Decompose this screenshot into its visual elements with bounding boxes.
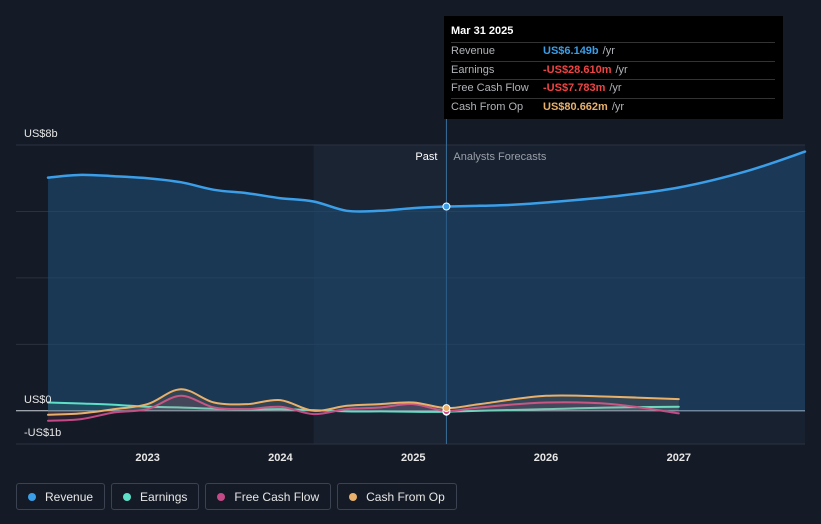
tooltip-value: US$80.662m	[543, 100, 608, 113]
free-cash-flow-line	[47, 394, 680, 422]
tooltip-label: Earnings	[451, 63, 495, 76]
tooltip-label: Free Cash Flow	[451, 82, 529, 94]
tooltip-unit: /yr	[615, 63, 628, 76]
legend-dot-icon	[28, 492, 36, 501]
x-tick-label: 2026	[534, 452, 558, 464]
tooltip-row-revenue: Revenue US$6.149b/yr	[451, 42, 775, 61]
tooltip-row-cash-from-op: Cash From Op US$80.662m/yr	[451, 97, 775, 117]
x-tick-label: 2024	[268, 452, 293, 464]
tooltip-row-earnings: Earnings -US$28.610m/yr	[451, 60, 775, 80]
chart-labels: US$8b US$0 -US$1b Past Analysts Forecasts 202…	[24, 128, 691, 464]
tooltip: Mar 31 2025 Revenue US$6.149b/yr Earnings -…	[444, 16, 783, 119]
cash-from-op-marker	[442, 404, 451, 413]
tooltip-unit: /yr	[609, 82, 622, 94]
x-tick-label: 2023	[135, 452, 159, 464]
legend-item-free-cash-flow[interactable]: Free Cash Flow	[205, 483, 332, 510]
legend-item-cash-from-op[interactable]: Cash From Op	[337, 483, 457, 510]
x-tick-label: 2025	[401, 452, 425, 464]
y-label-top: US$8b	[24, 128, 58, 140]
legend-label: Free Cash Flow	[234, 489, 320, 504]
legend-item-revenue[interactable]: Revenue	[16, 483, 106, 510]
tooltip-row-free-cash-flow: Free Cash Flow -US$7.783m/yr	[451, 79, 775, 98]
tooltip-unit: /yr	[611, 100, 625, 113]
past-label: Past	[415, 151, 437, 163]
cash-from-op-line	[47, 388, 680, 416]
chart-series	[46, 150, 807, 422]
revenue-line	[46, 150, 807, 213]
y-label-bottom: -US$1b	[24, 427, 61, 439]
legend-label: Revenue	[45, 489, 94, 504]
legend-label: Cash From Op	[366, 489, 445, 504]
legend-label: Earnings	[140, 489, 188, 504]
x-tick-label: 2027	[667, 452, 691, 464]
tooltip-unit: /yr	[602, 45, 615, 57]
revenue-area	[48, 151, 805, 411]
revenue-marker	[442, 202, 451, 211]
tooltip-value: -US$7.783m	[543, 82, 606, 94]
forecast-label: Analysts Forecasts	[453, 151, 546, 163]
legend-item-earnings[interactable]: Earnings	[111, 483, 200, 510]
legend: Revenue Earnings Free Cash Flow Cash From O…	[16, 483, 457, 510]
legend-dot-icon	[217, 492, 226, 501]
legend-dot-icon	[123, 492, 132, 501]
legend-dot-icon	[349, 492, 358, 501]
tooltip-date: Mar 31 2025	[451, 25, 514, 37]
y-label-zero: US$0	[24, 394, 52, 406]
tooltip-label: Revenue	[451, 45, 496, 57]
tooltip-value: -US$28.610m	[543, 63, 612, 76]
tooltip-label: Cash From Op	[451, 100, 524, 113]
tooltip-value: US$6.149b	[543, 45, 599, 57]
cash-from-op-area	[48, 389, 679, 415]
